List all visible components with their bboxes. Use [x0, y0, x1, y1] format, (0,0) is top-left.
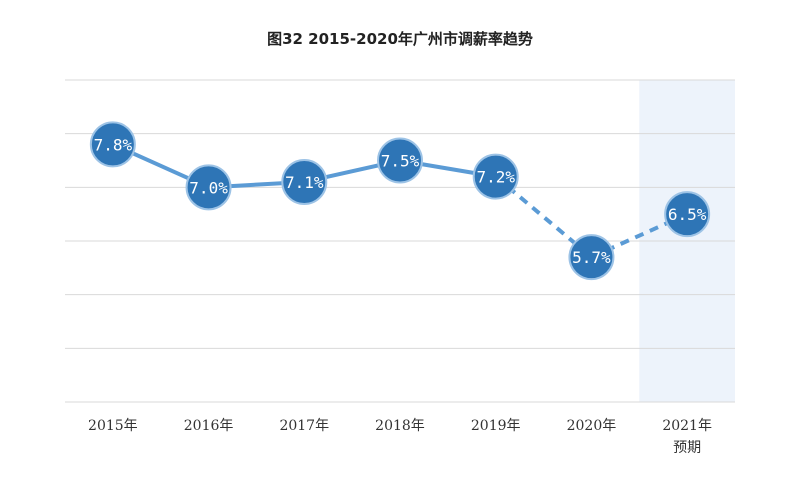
- data-label-0: 7.8%: [94, 135, 133, 154]
- data-point-0: [89, 121, 136, 168]
- x-tick-label-3: 2018年: [375, 418, 425, 434]
- data-label-2: 7.1%: [285, 173, 324, 192]
- data-point-4: [472, 153, 519, 200]
- data-label-4: 7.2%: [476, 168, 515, 187]
- data-point-1: [185, 164, 232, 211]
- x-tick-label-0: 2015年: [88, 418, 138, 434]
- data-label-6: 6.5%: [668, 205, 707, 224]
- data-point-6: [664, 191, 711, 238]
- x-tick-label-2: 2017年: [279, 418, 329, 434]
- data-label-3: 7.5%: [381, 152, 420, 171]
- data-point-5: [568, 234, 615, 281]
- x-tick-label-6: 2021年预期: [662, 418, 712, 456]
- data-point-2: [281, 158, 328, 205]
- chart-title: 图32 2015-2020年广州市调薪率趋势: [267, 30, 533, 48]
- x-tick-label-5: 2020年: [567, 418, 617, 434]
- data-label-5: 5.7%: [572, 248, 611, 267]
- x-tick-label-1: 2016年: [184, 418, 234, 434]
- data-point-3: [377, 137, 423, 184]
- data-label-1: 7.0%: [189, 178, 228, 197]
- x-tick-label-4: 2019年: [471, 418, 521, 434]
